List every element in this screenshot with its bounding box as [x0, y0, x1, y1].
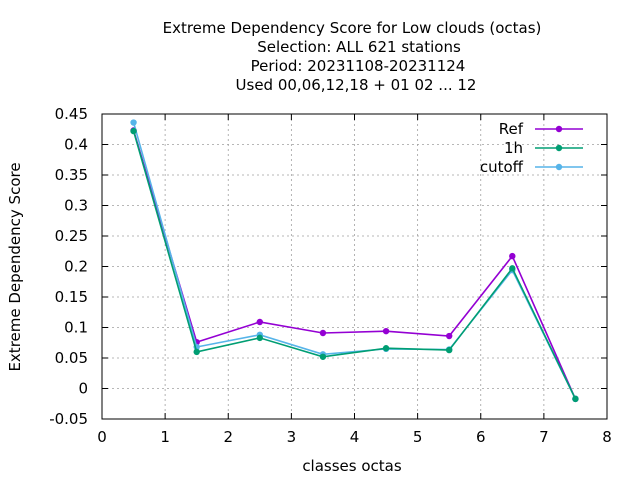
- x-tick-label: 7: [539, 428, 549, 446]
- title-line-4: Used 00,06,12,18 + 01 02 ... 12: [236, 76, 477, 94]
- y-tick-label: 0.25: [55, 227, 88, 245]
- data-point-Ref: [256, 318, 264, 326]
- data-point-1h: [319, 353, 327, 360]
- y-tick-label: 0.35: [55, 166, 88, 184]
- y-tick-label: 0.05: [55, 349, 88, 367]
- y-tick-label: 0.3: [64, 197, 88, 215]
- data-point-1h: [130, 127, 137, 135]
- x-tick-label: 1: [160, 428, 170, 446]
- data-point-Ref: [509, 252, 516, 260]
- data-point-Ref: [445, 332, 453, 340]
- legend-label-cutoff: cutoff: [480, 158, 524, 176]
- y-tick-label: 0.1: [64, 319, 88, 337]
- x-tick-label: 2: [223, 428, 233, 446]
- legend-label-Ref: Ref: [499, 120, 524, 138]
- data-point-Ref: [382, 327, 390, 335]
- series-layer: [130, 119, 579, 403]
- data-point-cutoff: [130, 119, 137, 126]
- legend-marker-cutoff: [555, 163, 563, 171]
- data-point-1h: [445, 346, 453, 354]
- y-tick-label: 0.2: [64, 258, 88, 276]
- x-tick-label: 0: [97, 428, 107, 446]
- chart-title: Extreme Dependency Score for Low clouds …: [163, 19, 542, 94]
- x-tick-label: 8: [602, 428, 612, 446]
- y-tick-label: 0: [78, 380, 88, 398]
- title-line-3: Period: 20231108-20231124: [251, 57, 466, 75]
- title-line-2: Selection: ALL 621 stations: [257, 38, 461, 56]
- series-line-1h: [132, 130, 577, 400]
- legend-label-1h: 1h: [504, 139, 523, 157]
- axes: 0 1 2 3 4 5 6 7 8 -0.05 0 0.05 0.1 0.15 0.2 0.25 0.3 0.35…: [49, 105, 612, 446]
- series-line-Ref: [132, 130, 577, 400]
- y-tick-label: 0.15: [55, 288, 88, 306]
- data-point-1h: [382, 345, 390, 352]
- data-point-1h: [193, 348, 200, 356]
- grid: [102, 114, 607, 419]
- x-tick-label: 6: [476, 428, 486, 446]
- data-point-Ref: [319, 329, 327, 337]
- legend-marker-Ref: [555, 125, 563, 133]
- data-point-1h: [509, 265, 516, 272]
- data-point-1h: [256, 334, 264, 342]
- data-point-1h: [572, 395, 579, 403]
- y-tick-label: -0.05: [49, 410, 88, 428]
- x-axis-label: classes octas: [302, 457, 402, 475]
- y-axis-label: Extreme Dependency Score: [6, 162, 24, 371]
- x-tick-label: 4: [350, 428, 360, 446]
- x-tick-label: 3: [287, 428, 297, 446]
- x-tick-label: 5: [413, 428, 423, 446]
- y-tick-label: 0.4: [64, 136, 88, 154]
- legend-marker-1h: [555, 144, 563, 152]
- series-line-cutoff: [132, 122, 577, 400]
- y-tick-label: 0.45: [55, 105, 88, 123]
- title-line-1: Extreme Dependency Score for Low clouds …: [163, 19, 542, 37]
